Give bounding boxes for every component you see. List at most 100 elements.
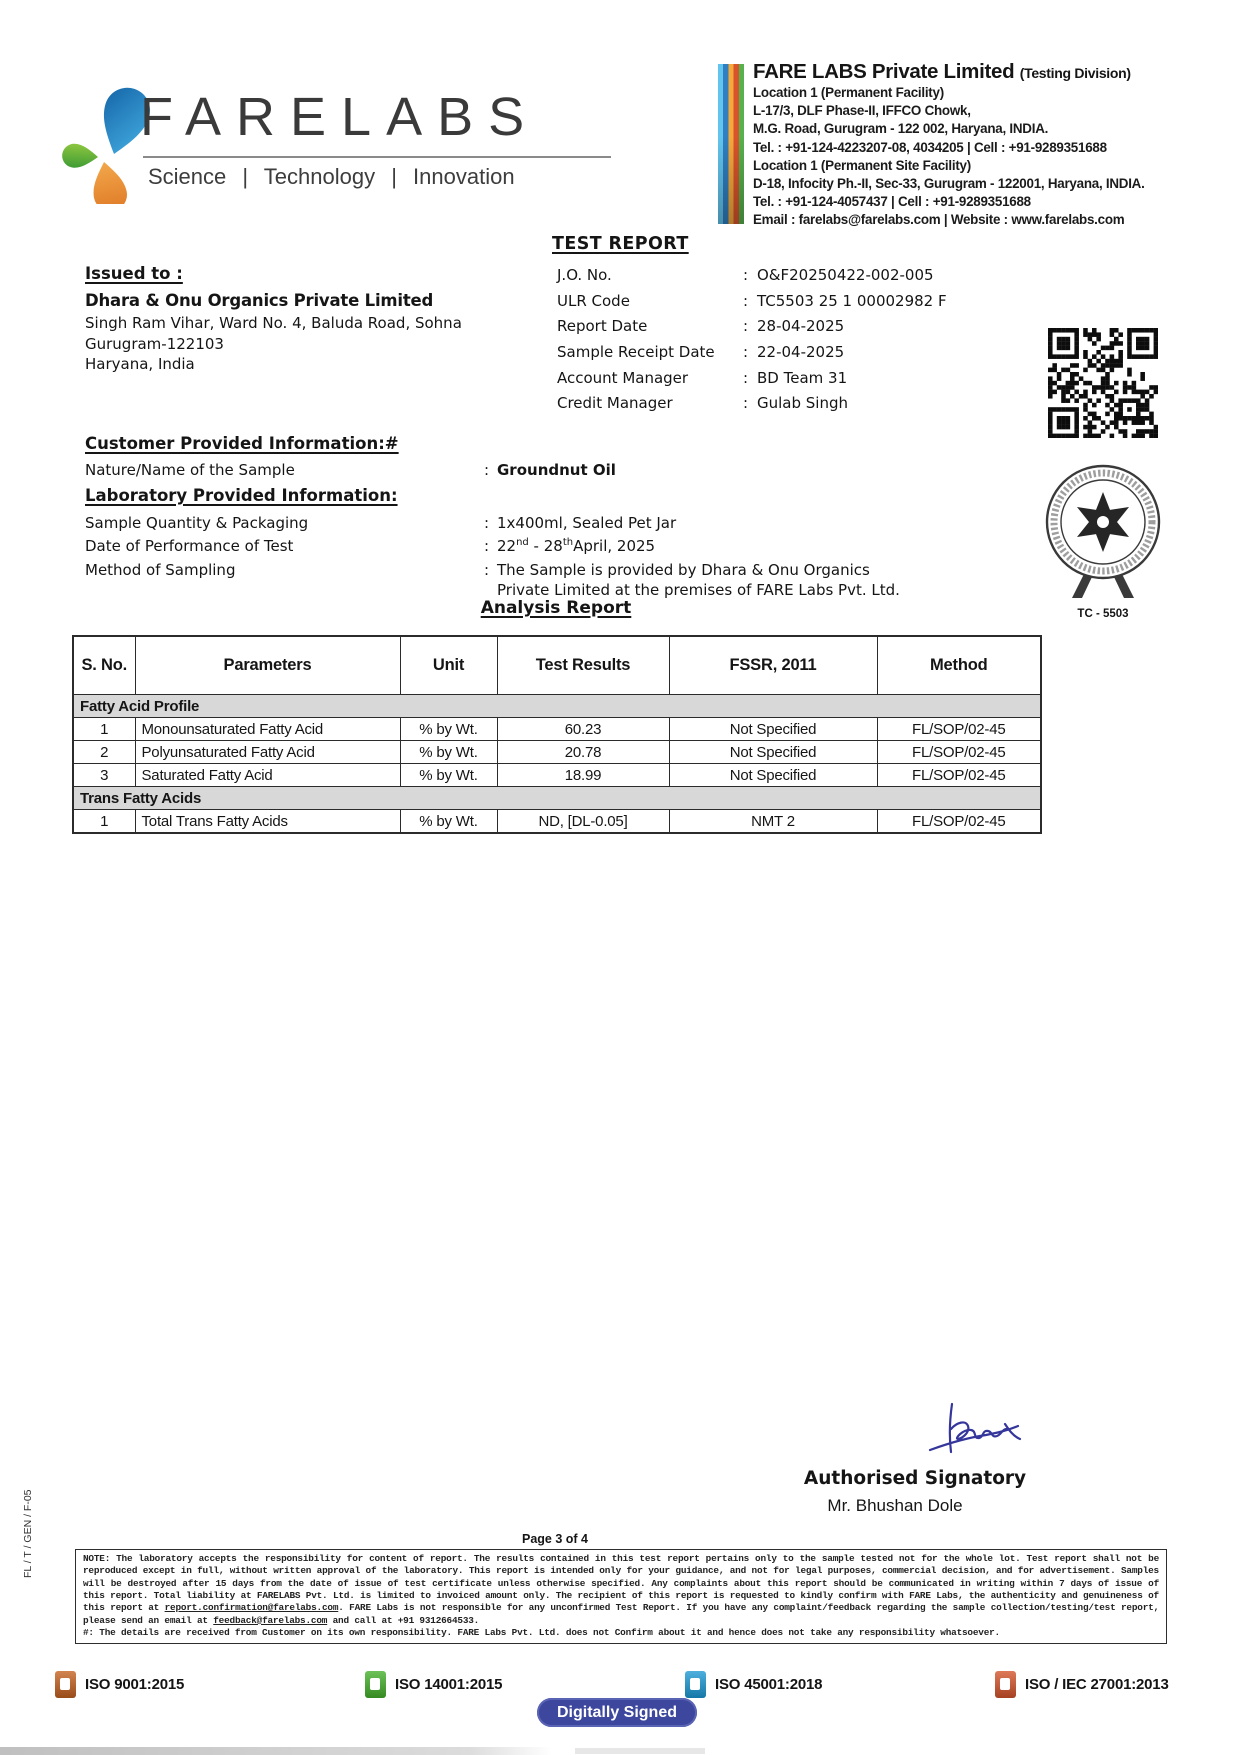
company-address-line: M.G. Road, Gurugram - 122 002, Haryana, … (753, 121, 1049, 137)
company-name-text: FARE LABS Private Limited (753, 60, 1015, 83)
cell-sno: 1 (72, 717, 136, 741)
cell-fssr: Not Specified (668, 740, 878, 764)
cell-fssr: Not Specified (668, 763, 878, 787)
iso-badge-label: ISO / IEC 27001:2013 (1025, 1675, 1169, 1693)
cell-parameter: Total Trans Fatty Acids (134, 809, 401, 834)
cell-method: FL/SOP/02-45 (876, 717, 1042, 741)
column-header: Unit (399, 635, 498, 695)
nabl-accreditation-seal: TC - 5503 (1040, 460, 1166, 620)
cell-result: ND, [DL-0.05] (496, 809, 670, 834)
iso-badge-45001: ISO 45001:2018 (685, 1668, 822, 1700)
sampling-method-line: Private Limited at the premises of FARE … (497, 580, 900, 599)
job-label: ULR Code (557, 291, 630, 310)
company-email-line: Email : farelabs@farelabs.com | Website … (753, 212, 1125, 228)
sampling-method-value: The Sample is provided by Dhara & Onu Or… (497, 561, 900, 600)
date-day1: 22 (497, 537, 517, 555)
table-row: 1 Total Trans Fatty Acids % by Wt. ND, [… (72, 809, 1042, 834)
qr-code (1048, 328, 1159, 439)
cell-method: FL/SOP/02-45 (876, 809, 1042, 834)
job-row: Sample Receipt Date:22-04-2025 (557, 343, 947, 364)
nabl-certificate-number: TC - 5503 (1077, 608, 1129, 620)
column-header: S. No. (72, 635, 136, 695)
sample-name-value: Groundnut Oil (497, 461, 616, 479)
company-address-block: FARE LABS Private Limited (Testing Divis… (753, 60, 1193, 230)
lab-info-heading: Laboratory Provided Information: (85, 486, 398, 505)
info-label: Sample Quantity & Packaging (85, 514, 309, 532)
report-date-value: 28-04-2025 (757, 317, 845, 336)
colon: : (743, 291, 749, 310)
cell-unit: % by Wt. (399, 809, 498, 834)
customer-address-line: Haryana, India (85, 355, 195, 373)
colon: : (743, 394, 749, 413)
colon: : (743, 343, 749, 362)
colon: : (743, 317, 749, 336)
note-text: . FARE Labs is not responsible for any u… (83, 1602, 1159, 1626)
note-disclaimer: #: The details are received from Custome… (83, 1627, 1000, 1639)
date-day2: 28 (543, 537, 563, 555)
logo-divider (143, 156, 611, 158)
brand-tagline: Science | Technology | Innovation (148, 164, 515, 189)
customer-name: Dhara & Onu Organics Private Limited (85, 291, 434, 310)
cell-method: FL/SOP/02-45 (876, 763, 1042, 787)
confirmation-email-link[interactable]: report.confirmation@farelabs.com (164, 1602, 339, 1614)
iso-cert-icon (995, 1670, 1016, 1698)
cell-sno: 3 (72, 763, 136, 787)
date-month-year: April, 2025 (573, 537, 656, 555)
sample-receipt-date-value: 22-04-2025 (757, 343, 845, 362)
page-number: Page 3 of 4 (522, 1532, 588, 1546)
sample-quantity-row: Sample Quantity & Packaging:1x400ml, Sea… (85, 514, 676, 532)
farelabs-logo: FARELABS Science | Technology | Innovati… (40, 52, 611, 204)
cell-unit: % by Wt. (399, 717, 498, 741)
column-header: FSSR, 2011 (668, 635, 878, 695)
test-date-row: Date of Performance of Test:22nd - 28thA… (85, 537, 655, 555)
company-location1-title: Location 1 (Permanent Facility) (753, 85, 944, 100)
feedback-email-link[interactable]: feedback@farelabs.com (213, 1614, 328, 1626)
nabl-seal-icon (1045, 464, 1161, 598)
iso-badge-27001: ISO / IEC 27001:2013 (995, 1668, 1169, 1700)
report-title: TEST REPORT (552, 234, 689, 254)
cell-parameter: Polyunsaturated Fatty Acid (134, 740, 401, 764)
cell-fssr: Not Specified (668, 717, 878, 741)
colon: : (484, 514, 490, 532)
note-text: NOTE: The laboratory accepts the respons… (83, 1553, 1159, 1614)
job-row: J.O. No.: O&F20250422-002-005 (557, 266, 947, 287)
column-header: Parameters (134, 635, 401, 695)
scan-artifact (575, 1748, 705, 1754)
sample-name-row: Nature/Name of the Sample: Groundnut Oil (85, 461, 616, 479)
job-label: Account Manager (557, 368, 689, 387)
iso-cert-icon (55, 1670, 76, 1698)
cell-result: 20.78 (496, 740, 670, 764)
sampling-method-row: Method of Sampling: The Sample is provide… (85, 561, 900, 600)
job-label: Sample Receipt Date (557, 343, 715, 362)
sampling-method-line: The Sample is provided by Dhara & Onu Or… (497, 561, 870, 579)
cell-result: 60.23 (496, 717, 670, 741)
brand-wordmark: FARELABS (140, 87, 540, 147)
header-color-stripes (718, 64, 744, 224)
iso-badge-label: ISO 14001:2015 (395, 1675, 503, 1693)
company-division: (Testing Division) (1019, 65, 1131, 81)
signatory-name: Mr. Bhushan Dole (827, 1496, 963, 1515)
company-name: FARE LABS Private Limited (Testing Divis… (753, 60, 1193, 84)
company-location2-title: Location 1 (Permanent Site Facility) (753, 157, 971, 173)
colon: : (743, 266, 749, 284)
info-label: Method of Sampling (85, 561, 236, 579)
iso-cert-icon (365, 1670, 386, 1698)
issued-to-heading: Issued to : (85, 264, 183, 283)
section-title: Trans Fatty Acids (72, 786, 1042, 810)
column-header: Method (876, 635, 1042, 695)
job-row: Credit Manager: Gulab Singh (557, 394, 947, 415)
job-meta-block: J.O. No.: O&F20250422-002-005 ULR Code: TC… (557, 266, 947, 420)
cell-sno: 2 (72, 740, 136, 764)
job-number-value: O&F20250422-002-005 (757, 266, 934, 284)
table-section-row: Trans Fatty Acids (72, 786, 1042, 810)
account-manager-value: BD Team 31 (757, 368, 848, 387)
company-phone-line: Tel. : +91-124-4223207-08, 4034205 | Cel… (753, 139, 1107, 155)
authorised-signatory-label: Authorised Signatory (803, 1468, 1027, 1489)
analysis-table: S. No. Parameters Unit Test Results FSSR… (72, 635, 1042, 834)
colon: : (743, 368, 749, 387)
job-row: Report Date:28-04-2025 (557, 317, 947, 338)
date-separator: - (528, 537, 544, 555)
iso-cert-icon (685, 1670, 706, 1698)
cell-parameter: Saturated Fatty Acid (134, 763, 401, 787)
note-box: NOTE: The laboratory accepts the respons… (75, 1549, 1167, 1645)
